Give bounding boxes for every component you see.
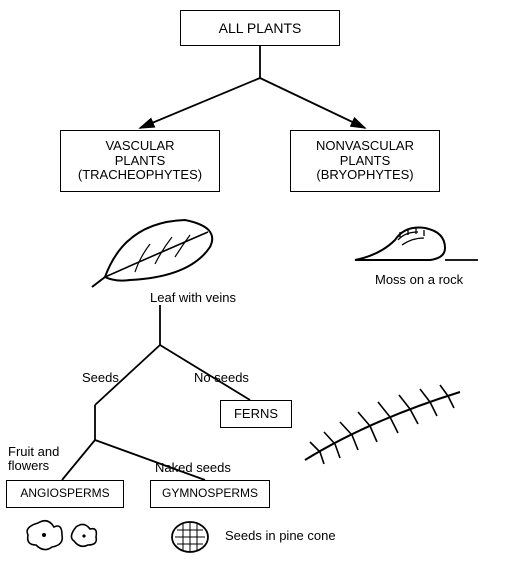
node-line: (TRACHEOPHYTES) <box>78 168 202 183</box>
moss-icon <box>350 210 480 270</box>
label-naked-seeds: Naked seeds <box>155 460 231 475</box>
label-leaf-veins: Leaf with veins <box>150 290 236 305</box>
node-line: VASCULAR <box>105 139 174 154</box>
label-fruit-flowers: Fruit and flowers <box>8 445 59 474</box>
label-line: flowers <box>8 458 49 473</box>
node-label: FERNS <box>234 407 278 422</box>
node-nonvascular: NONVASCULAR PLANTS (BRYOPHYTES) <box>290 130 440 192</box>
label-pinecone: Seeds in pine cone <box>225 528 336 543</box>
node-line: NONVASCULAR <box>316 139 414 154</box>
node-all-plants: ALL PLANTS <box>180 10 340 46</box>
node-line: PLANTS <box>340 154 391 169</box>
node-gymnosperms: GYMNOSPERMS <box>150 480 270 508</box>
node-ferns: FERNS <box>220 400 292 428</box>
node-line: PLANTS <box>115 154 166 169</box>
fern-icon <box>300 380 470 470</box>
node-angiosperms: ANGIOSPERMS <box>6 480 124 508</box>
pinecone-icon <box>165 518 215 556</box>
label-moss-rock: Moss on a rock <box>375 272 463 287</box>
node-vascular: VASCULAR PLANTS (TRACHEOPHYTES) <box>60 130 220 192</box>
flowers-icon <box>20 515 105 555</box>
leaf-icon <box>90 202 230 292</box>
label-no-seeds: No seeds <box>194 370 249 385</box>
label-seeds: Seeds <box>82 370 119 385</box>
label-line: Fruit and <box>8 444 59 459</box>
node-label: ANGIOSPERMS <box>20 487 109 501</box>
node-line: (BRYOPHYTES) <box>316 168 413 183</box>
node-label: GYMNOSPERMS <box>162 487 258 501</box>
node-label: ALL PLANTS <box>219 20 302 36</box>
